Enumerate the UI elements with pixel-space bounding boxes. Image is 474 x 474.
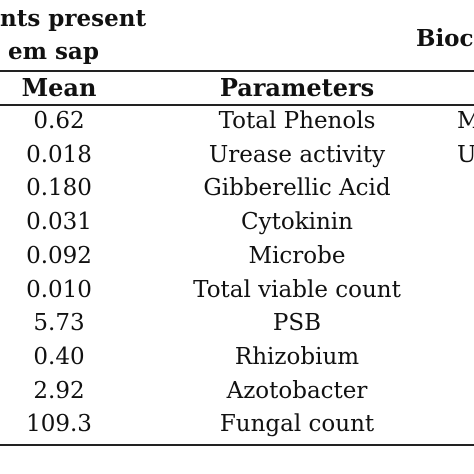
table-bottom-rule: [0, 444, 474, 446]
cell-parameter: Gibberellic Acid: [203, 175, 391, 201]
group-header-biochemical: Bioc: [416, 25, 474, 52]
cell-mean: 5.73: [33, 310, 85, 336]
cell-partial-clipped: U: [457, 142, 474, 168]
cell-mean: 0.180: [26, 175, 92, 201]
cell-parameter: Azotobacter: [226, 378, 368, 404]
cell-mean: 2.92: [33, 378, 85, 404]
cell-partial-clipped: M: [457, 108, 474, 134]
column-header-parameters: Parameters: [219, 73, 375, 102]
group-header-constituents-line2: em sap: [8, 38, 99, 65]
cell-parameter: Total Phenols: [218, 108, 376, 134]
cell-parameter: Rhizobium: [234, 344, 360, 370]
cell-parameter-section-heading: Microbe: [248, 243, 346, 269]
header-bottom-rule: [0, 104, 474, 106]
cell-parameter: Cytokinin: [241, 209, 353, 235]
cell-mean: 0.010: [26, 277, 92, 303]
cell-mean: 0.40: [33, 344, 85, 370]
group-header-constituents-line1: nts present: [0, 5, 147, 32]
cell-mean: 0.031: [26, 209, 92, 235]
cell-mean: 109.3: [26, 411, 92, 437]
header-top-rule: [0, 70, 474, 72]
cell-parameter: Urease activity: [208, 142, 386, 168]
cell-mean: 0.018: [26, 142, 92, 168]
cell-mean: 0.62: [33, 108, 85, 134]
cell-parameter: Total viable count: [193, 277, 401, 303]
column-header-mean: Mean: [21, 73, 97, 102]
cell-parameter: Fungal count: [219, 411, 375, 437]
cell-mean: 0.092: [26, 243, 92, 269]
cell-parameter: PSB: [272, 310, 322, 336]
